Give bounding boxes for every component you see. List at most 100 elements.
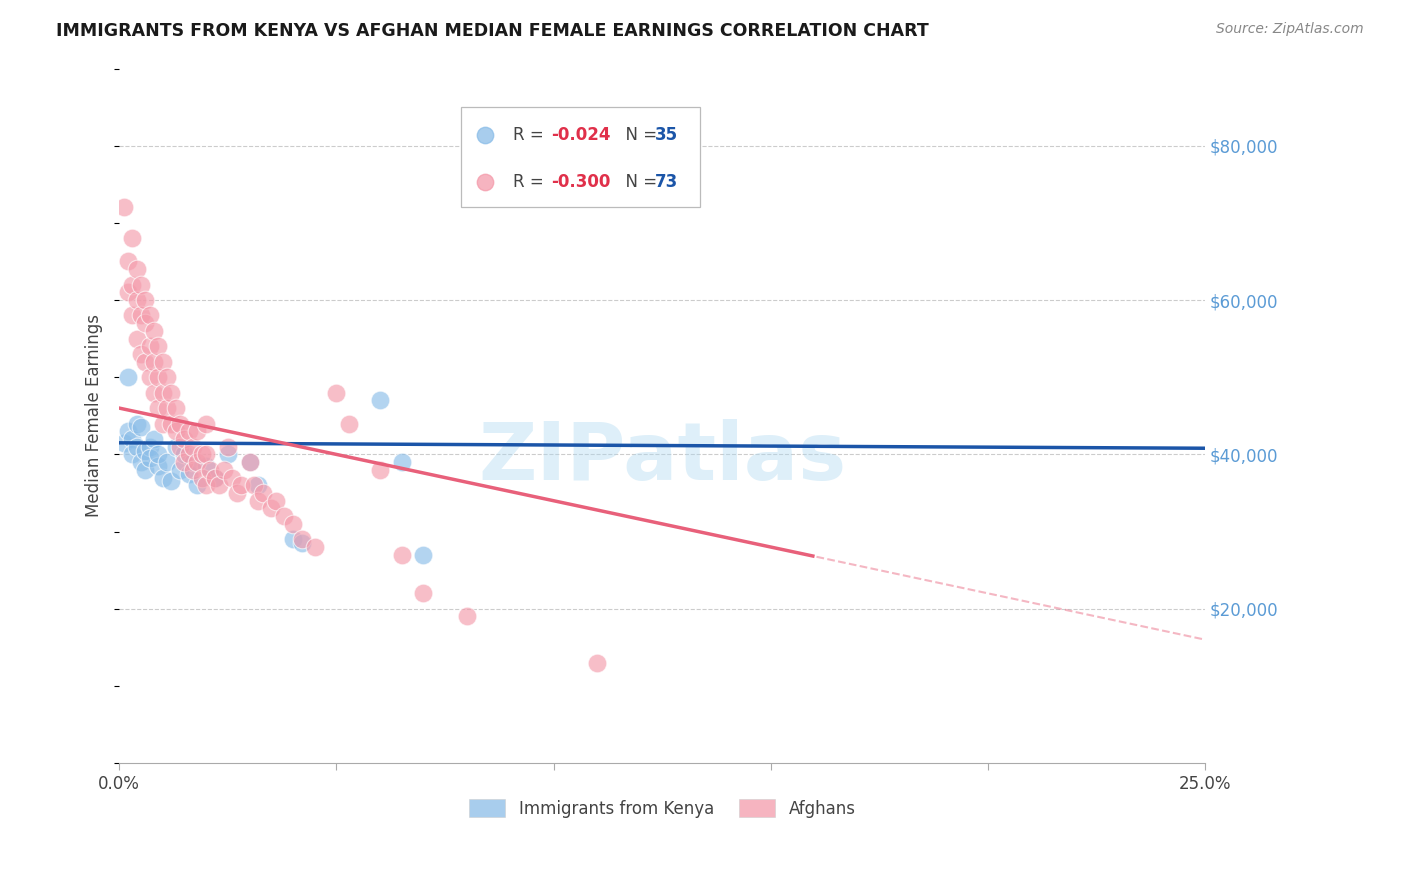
Text: N =: N = [616, 126, 662, 144]
Point [125, 440, 148, 454]
Point [204, 470, 226, 484]
Point [112, 201, 135, 215]
Point [143, 355, 166, 369]
Point [125, 262, 148, 277]
Point [148, 401, 170, 416]
Point [165, 401, 187, 416]
Point [200, 463, 222, 477]
Point [160, 385, 183, 400]
Point [165, 424, 187, 438]
Point [152, 470, 174, 484]
Point [238, 455, 260, 469]
Point [156, 401, 179, 416]
Point [391, 455, 413, 469]
Point [186, 478, 208, 492]
Text: 73: 73 [655, 173, 678, 191]
Point [291, 536, 314, 550]
Point [129, 277, 152, 292]
Point [281, 516, 304, 531]
Point [177, 467, 200, 481]
Point [134, 293, 156, 307]
Point [121, 432, 143, 446]
Point [260, 501, 283, 516]
Point [138, 440, 160, 454]
Point [121, 231, 143, 245]
Text: -0.300: -0.300 [551, 173, 610, 191]
Point [152, 385, 174, 400]
Point [117, 370, 139, 384]
Point [138, 370, 160, 384]
Text: R =: R = [513, 173, 550, 191]
Point [252, 486, 274, 500]
Point [121, 309, 143, 323]
Point [173, 455, 195, 469]
Text: IMMIGRANTS FROM KENYA VS AFGHAN MEDIAN FEMALE EARNINGS CORRELATION CHART: IMMIGRANTS FROM KENYA VS AFGHAN MEDIAN F… [56, 22, 929, 40]
Y-axis label: Median Female Earnings: Median Female Earnings [86, 314, 103, 517]
Point [195, 478, 218, 492]
Point [238, 455, 260, 469]
Point [173, 447, 195, 461]
Point [243, 478, 266, 492]
Point [134, 355, 156, 369]
Point [181, 455, 204, 469]
Point [169, 440, 191, 454]
Point [169, 463, 191, 477]
Point [125, 332, 148, 346]
Point [177, 424, 200, 438]
Point [160, 417, 183, 431]
Text: ZIPatlas: ZIPatlas [478, 418, 846, 497]
Point [264, 493, 287, 508]
Point [156, 370, 179, 384]
Text: -0.024: -0.024 [551, 126, 610, 144]
Point [412, 586, 434, 600]
Point [138, 309, 160, 323]
Point [217, 447, 239, 461]
Point [129, 347, 152, 361]
Point [117, 424, 139, 438]
Point [191, 447, 214, 461]
Point [129, 455, 152, 469]
Point [186, 455, 208, 469]
Point [152, 417, 174, 431]
Point [117, 254, 139, 268]
FancyBboxPatch shape [461, 107, 700, 208]
Point [173, 432, 195, 446]
Point [121, 277, 143, 292]
Point [156, 455, 179, 469]
Point [181, 440, 204, 454]
Point [129, 309, 152, 323]
Point [586, 656, 609, 670]
Point [208, 478, 231, 492]
Point [195, 458, 218, 473]
Point [143, 324, 166, 338]
Point [121, 447, 143, 461]
Point [143, 385, 166, 400]
Point [247, 493, 270, 508]
Point [177, 447, 200, 461]
Point [339, 417, 361, 431]
Point [148, 447, 170, 461]
Point [165, 440, 187, 454]
Point [456, 609, 478, 624]
Point [152, 355, 174, 369]
Point [368, 463, 391, 477]
Point [138, 339, 160, 353]
Point [281, 533, 304, 547]
Point [148, 339, 170, 353]
Text: Source: ZipAtlas.com: Source: ZipAtlas.com [1216, 22, 1364, 37]
Point [273, 509, 295, 524]
Point [221, 470, 243, 484]
Point [195, 447, 218, 461]
Point [304, 540, 326, 554]
Point [412, 548, 434, 562]
Point [391, 548, 413, 562]
Point [325, 385, 347, 400]
Point [129, 420, 152, 434]
Point [112, 435, 135, 450]
Point [212, 463, 235, 477]
Point [160, 475, 183, 489]
Point [125, 293, 148, 307]
Point [229, 478, 252, 492]
Point [148, 458, 170, 473]
Point [148, 370, 170, 384]
